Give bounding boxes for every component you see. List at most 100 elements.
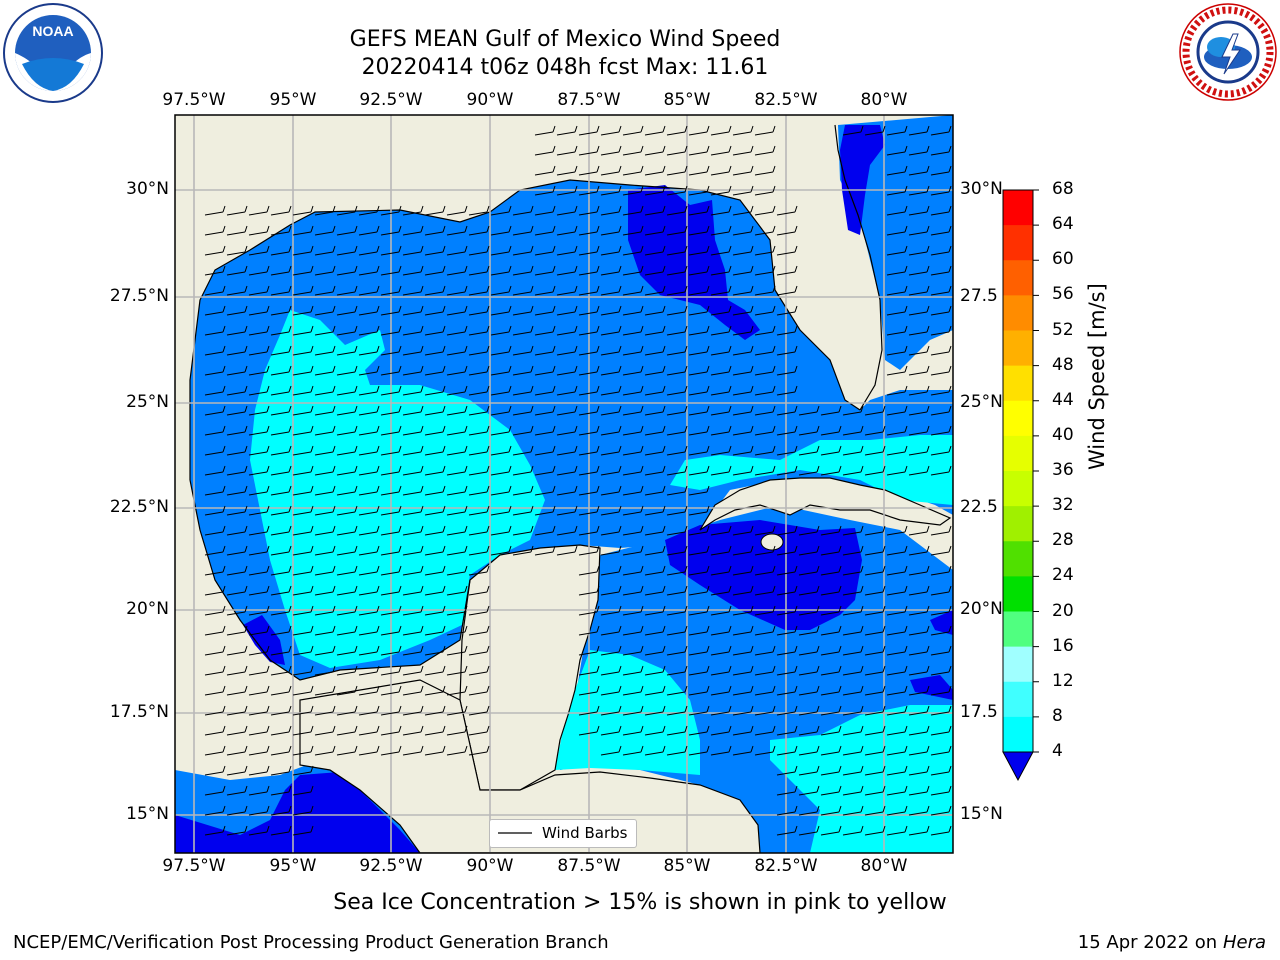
wind-barb [204, 265, 226, 276]
wind-barb [732, 385, 754, 396]
wind-barb [600, 345, 622, 356]
wind-barb [270, 305, 292, 316]
wind-barb [204, 565, 226, 576]
wind-barb [644, 265, 666, 276]
wind-barb [512, 385, 534, 396]
wind-barb [512, 285, 534, 296]
wind-barb [864, 665, 886, 676]
wind-barb [842, 585, 864, 596]
wind-barb [380, 545, 402, 556]
wind-barb [820, 805, 842, 816]
wind-barb [248, 605, 270, 616]
wind-barb [248, 505, 270, 516]
wind-barb [424, 505, 446, 516]
wind-barb [842, 685, 864, 696]
wind-barb [358, 525, 380, 536]
wind-barb [600, 525, 622, 536]
wind-barb [688, 705, 710, 716]
wind-barb [666, 525, 688, 536]
wind-barb [600, 685, 622, 696]
wind-barb [732, 125, 754, 136]
wind-barb [292, 765, 314, 776]
colorbar-tick-label: 32 [1052, 495, 1074, 516]
wind-barb [380, 605, 402, 616]
wind-barb [732, 665, 754, 676]
wind-barb [930, 125, 952, 136]
wind-barb [600, 745, 622, 756]
wind-barb [270, 805, 292, 816]
wind-barb [820, 625, 842, 636]
colorbar-tick-label: 44 [1052, 389, 1074, 410]
wind-barb [556, 385, 578, 396]
wind-barb [402, 725, 424, 736]
lon-label-bottom: 97.5°W [162, 856, 226, 876]
wind-barb [424, 665, 446, 676]
wind-barb [270, 205, 292, 216]
wind-barb [204, 445, 226, 456]
wind-barb [424, 365, 446, 376]
wind-barb [908, 585, 930, 596]
wind-barb [534, 405, 556, 416]
wind-barb [446, 685, 468, 696]
wind-barb [204, 245, 226, 256]
wind-barb [600, 165, 622, 176]
wind-barb [556, 185, 578, 196]
wind-barb [820, 765, 842, 776]
wind-barb [600, 645, 622, 656]
wind-barb [402, 485, 424, 496]
wind-barb [754, 385, 776, 396]
wind-barb [776, 645, 798, 656]
wind-barb [688, 525, 710, 536]
wind-barb [226, 645, 248, 656]
wind-barb [688, 265, 710, 276]
wind-barb [886, 805, 908, 816]
noaa-logo: NOAA [2, 2, 104, 104]
wind-barb [754, 465, 776, 476]
wind-barb [292, 745, 314, 756]
wind-barb [710, 645, 732, 656]
wind-barb [204, 405, 226, 416]
wind-barb [732, 345, 754, 356]
wind-barb [776, 405, 798, 416]
wind-barb [644, 705, 666, 716]
chart-subtitle: 20220414 t06z 048h fcst Max: 11.61 [361, 55, 769, 80]
wind-barb [270, 685, 292, 696]
wind-barb [248, 245, 270, 256]
wind-barb [248, 785, 270, 796]
wind-barb [908, 605, 930, 616]
wind-barb [534, 305, 556, 316]
wind-barb [820, 825, 842, 836]
wind-barb [556, 285, 578, 296]
wind-barb [292, 585, 314, 596]
wind-barb [270, 485, 292, 496]
lon-label-top: 80°W [860, 90, 908, 110]
wind-barb [468, 345, 490, 356]
wind-barb [292, 305, 314, 316]
wind-barb [204, 425, 226, 436]
wind-barb [886, 345, 908, 356]
wind-barb [842, 545, 864, 556]
wind-barb [402, 385, 424, 396]
wind-barb [930, 765, 952, 776]
wind-barb [534, 425, 556, 436]
wind-barb [292, 265, 314, 276]
wind-barb [842, 565, 864, 576]
lat-label-left: 30°N [126, 179, 169, 199]
wind-barb [314, 245, 336, 256]
wind-barb [578, 165, 600, 176]
wind-barb [842, 445, 864, 456]
wind-barb [270, 665, 292, 676]
wind-barb [886, 265, 908, 276]
wind-barb [886, 365, 908, 376]
wind-barb [622, 265, 644, 276]
colorbar-segment [1003, 541, 1033, 577]
wind-barb [402, 285, 424, 296]
wind-barb [688, 325, 710, 336]
wind-barb [622, 665, 644, 676]
wind-barb [424, 485, 446, 496]
wind-barb [270, 405, 292, 416]
wind-barb [468, 745, 490, 756]
wind-barb [622, 145, 644, 156]
wind-barb [358, 205, 380, 216]
wind-barb [248, 205, 270, 216]
